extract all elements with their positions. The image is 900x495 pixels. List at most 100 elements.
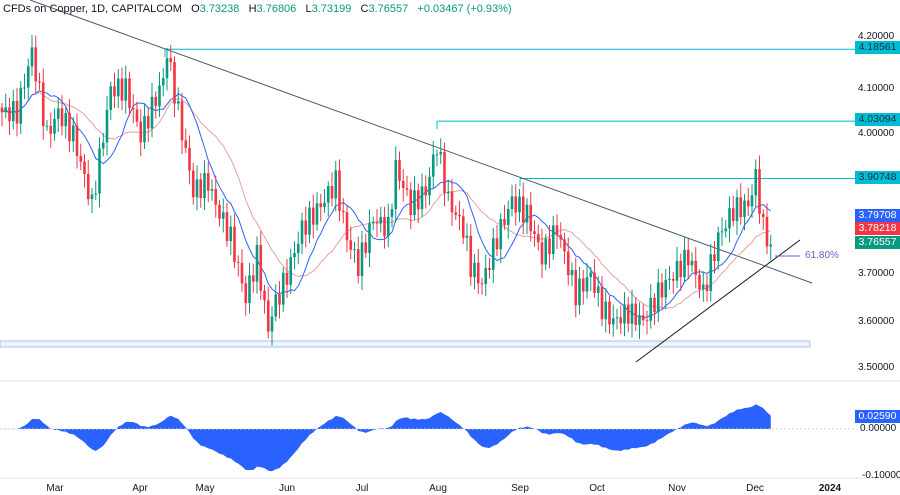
candle-body <box>664 280 668 298</box>
candle-body <box>619 317 623 324</box>
month-label: Sep <box>511 483 529 494</box>
candle-body <box>326 185 330 203</box>
candle-body <box>754 169 758 196</box>
candle-body <box>26 66 30 88</box>
candle-body <box>461 216 465 238</box>
candle-body <box>90 194 94 200</box>
candle-body <box>548 238 551 255</box>
candle-body <box>139 121 143 143</box>
candle-body <box>53 118 56 134</box>
candle-body <box>525 204 529 223</box>
candle-body <box>360 242 364 277</box>
candle-body <box>491 238 495 270</box>
high-label: H <box>248 3 257 15</box>
candle-body <box>244 283 248 304</box>
candle-body <box>514 196 518 213</box>
candle-body <box>398 160 401 181</box>
candle-body <box>521 196 525 223</box>
candle-body <box>581 278 585 292</box>
candle-body <box>236 261 240 263</box>
candle-body <box>563 239 566 252</box>
candle-body <box>540 242 544 265</box>
candle-body <box>68 112 71 142</box>
candle-body <box>251 275 255 282</box>
candle-body <box>510 196 514 210</box>
candle-body <box>379 217 383 224</box>
candle-body <box>41 82 45 127</box>
candle-body <box>113 86 116 97</box>
candle-body <box>698 274 701 290</box>
candle-body <box>75 125 79 156</box>
candle-body <box>495 238 499 250</box>
candle-body <box>330 185 334 199</box>
candle-body <box>709 254 713 291</box>
candle-body <box>694 260 698 275</box>
month-label: Nov <box>668 483 686 494</box>
candle-body <box>240 262 244 284</box>
candle-body <box>11 100 15 122</box>
candle-body <box>720 231 724 233</box>
candle-body <box>454 212 458 215</box>
candle-body <box>210 189 214 191</box>
candle-body <box>229 226 233 242</box>
up-trendline <box>635 239 801 363</box>
level-tag: 3.90748 <box>855 171 900 184</box>
candle-body <box>371 222 375 224</box>
candle-body <box>34 47 38 82</box>
candle-body <box>469 235 473 278</box>
candle-body <box>270 316 274 332</box>
candle-body <box>233 226 236 262</box>
candle-body <box>23 87 26 89</box>
candle-body <box>311 207 315 225</box>
candle-body <box>570 269 574 276</box>
candle-body <box>135 109 139 122</box>
price-tick: 4.00000 <box>858 128 895 139</box>
candle-body <box>341 210 345 213</box>
candle-body <box>221 212 225 219</box>
candle-body <box>638 315 641 325</box>
price-tick: 3.50000 <box>858 362 895 373</box>
symbol-title: CFDs on Copper, 1D, CAPITALCOM <box>3 3 182 15</box>
candle-body <box>71 125 75 142</box>
candle-body <box>188 147 191 171</box>
ma-fast-tag: 3.79708 <box>855 209 900 222</box>
candle-body <box>428 176 431 196</box>
candle-body <box>30 47 34 67</box>
candle-body <box>195 179 199 198</box>
candle-body <box>296 243 300 254</box>
candle-body <box>604 301 608 320</box>
candle-body <box>266 300 270 332</box>
candle-body <box>420 186 424 210</box>
candle-body <box>86 174 90 200</box>
candle-body <box>184 140 188 148</box>
candle-body <box>499 218 503 250</box>
candle-body <box>161 78 165 86</box>
candle-body <box>458 214 461 217</box>
candle-body <box>308 207 311 235</box>
candle-body <box>623 304 626 324</box>
osc-tick: -0.10000 <box>862 470 900 481</box>
candle-body <box>278 294 281 305</box>
candle-body <box>300 220 304 244</box>
chart-legend: CFDs on Copper, 1D, CAPITALCOM O3.73238 … <box>3 3 512 15</box>
candle-body <box>38 81 41 83</box>
candle-body <box>690 260 694 266</box>
candle-body <box>446 191 450 194</box>
candle-body <box>731 208 735 222</box>
candle-body <box>120 78 124 101</box>
month-label: Jun <box>278 483 296 494</box>
candle-body <box>79 155 83 162</box>
candle-body <box>56 108 60 119</box>
candle-body <box>589 272 593 278</box>
osc-tick: 0.00000 <box>860 423 897 434</box>
candle-body <box>503 218 506 225</box>
close-label: C <box>360 3 369 15</box>
candle-body <box>206 173 210 191</box>
candle-body <box>375 222 379 224</box>
candle-body <box>626 304 630 324</box>
candle-body <box>293 253 296 258</box>
candle-body <box>259 244 263 291</box>
candle-body <box>416 190 420 210</box>
open-label: O <box>191 3 200 15</box>
